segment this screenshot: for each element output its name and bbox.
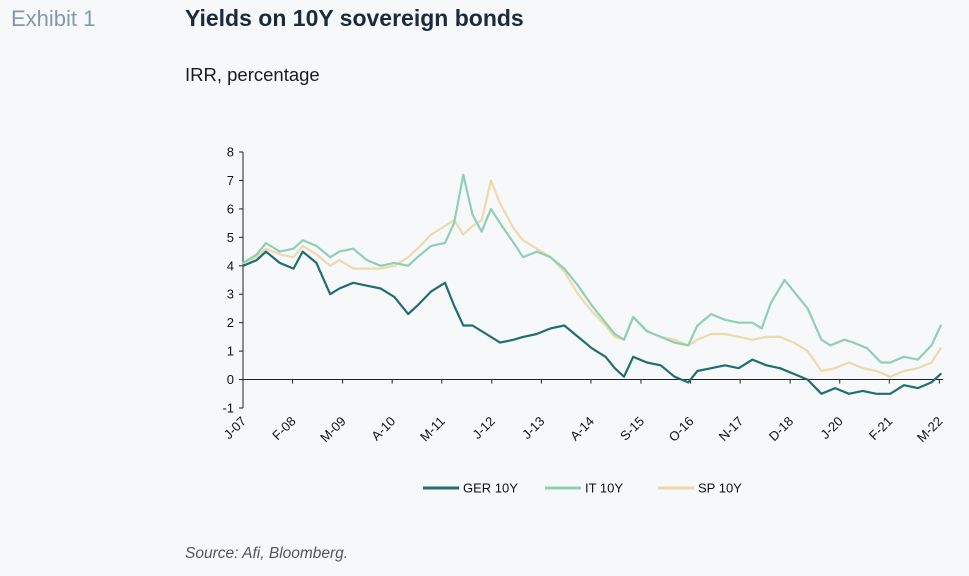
- y-axis: 8 7 6 5 4 3 2 1 0 -1: [222, 145, 244, 416]
- exhibit-label: Exhibit 1: [11, 6, 96, 31]
- x-tick-label: J-12: [469, 414, 497, 442]
- x-tick-label: N-17: [716, 414, 747, 445]
- series-line-sp-10y: [241, 179, 942, 378]
- chart-title: Yields on 10Y sovereign bonds: [185, 5, 524, 31]
- x-tick-label: O-16: [666, 414, 697, 445]
- x-tick-label: D-18: [766, 414, 797, 445]
- y-tick-label: 4: [227, 258, 234, 273]
- y-tick-label: 0: [227, 372, 234, 387]
- y-tick-label: 8: [227, 145, 234, 160]
- source-note: Source: Afi, Bloomberg.: [185, 545, 349, 562]
- legend-label: SP 10Y: [698, 481, 742, 496]
- legend-label: IT 10Y: [585, 481, 623, 496]
- x-tick-label: F-21: [866, 414, 896, 444]
- y-tick-label: 2: [227, 315, 234, 330]
- x-tick-label: J-13: [519, 414, 547, 442]
- x-tick-label: A-10: [368, 414, 398, 444]
- y-tick-label: 3: [227, 287, 234, 302]
- y-tick-label: 1: [227, 344, 234, 359]
- y-tick-label: 6: [227, 201, 234, 216]
- legend-label: GER 10Y: [463, 481, 518, 496]
- series-line-ger-10y: [241, 250, 942, 395]
- y-tick-label: 7: [227, 173, 234, 188]
- y-tick-label: -1: [222, 401, 234, 416]
- legend: GER 10Y IT 10Y SP 10Y: [423, 481, 742, 496]
- x-tick-label: J-07: [221, 414, 249, 442]
- series-line-it-10y: [241, 173, 942, 364]
- x-tick-label: M-22: [914, 414, 946, 446]
- x-tick-label: S-15: [617, 414, 647, 444]
- series-lines: [241, 173, 942, 395]
- x-tick-label: M-11: [417, 414, 448, 445]
- chart-subtitle: IRR, percentage: [185, 64, 320, 85]
- x-tick-label: A-14: [567, 414, 597, 444]
- y-tick-label: 5: [227, 230, 234, 245]
- x-tick-label: J-20: [817, 414, 845, 442]
- x-tick-label: F-08: [269, 414, 299, 444]
- x-tick-label: M-09: [317, 414, 349, 446]
